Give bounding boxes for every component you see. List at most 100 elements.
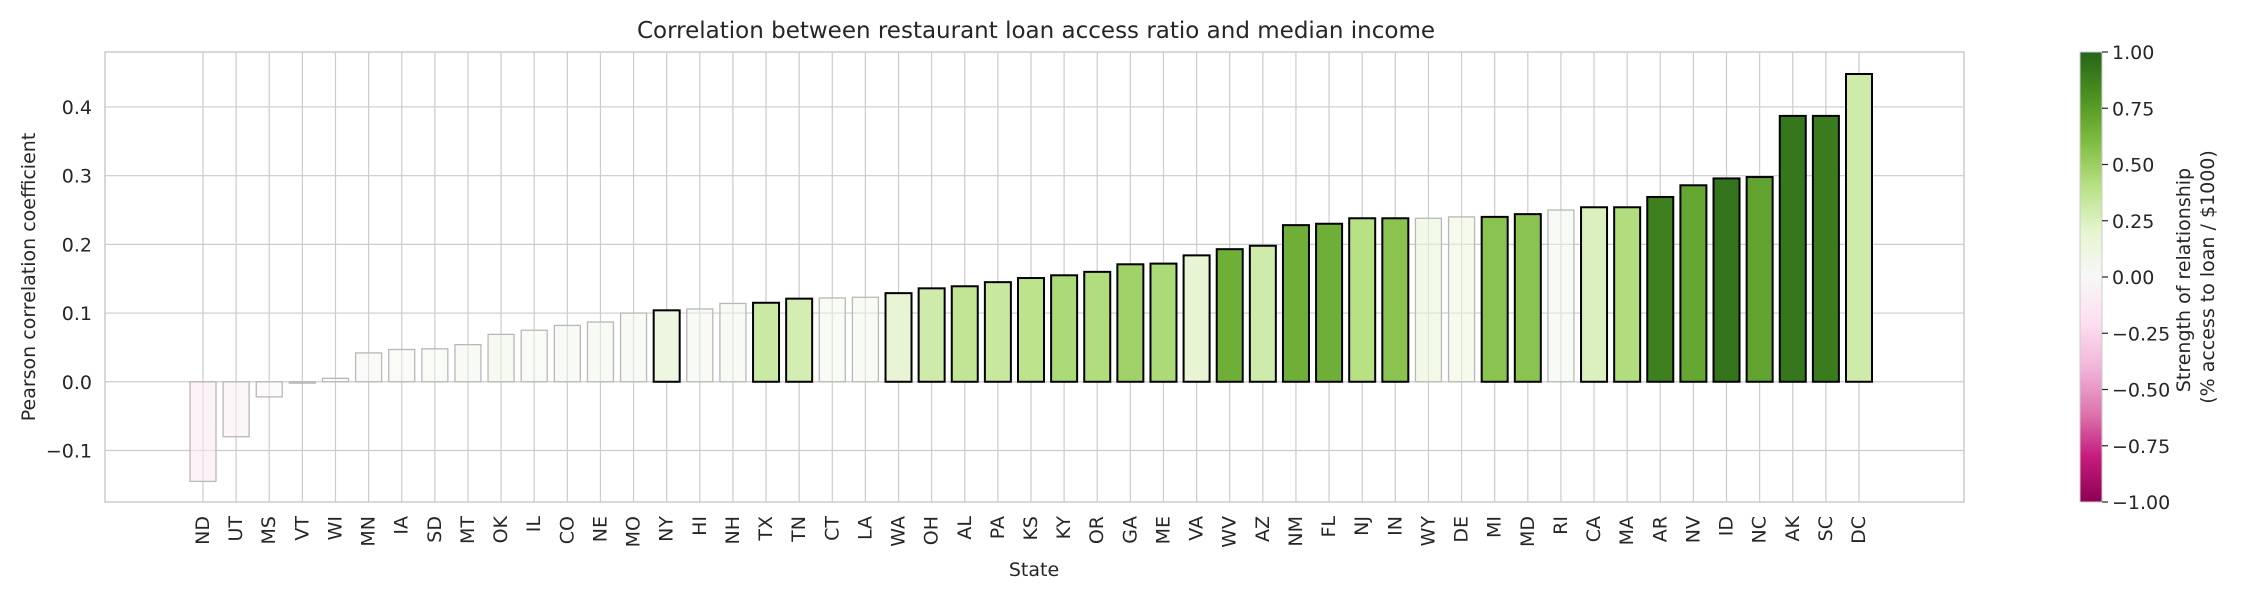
bar-nd [189,381,217,483]
bar-sd [421,348,449,383]
x-tick-label: NV [1682,516,1704,543]
x-tick-label: MD [1517,516,1539,547]
bar-ca [1580,206,1609,383]
bar-va [1182,254,1211,383]
x-tick-label: CT [821,516,843,541]
y-tick-label: −0.1 [46,440,92,462]
grid [105,52,1964,502]
colorbar-tick-label: 1.00 [2112,42,2154,64]
x-tick-label: OR [1086,516,1108,544]
bar-tn [785,297,814,383]
x-tick-label: WV [1219,516,1241,548]
bar-mt [454,344,482,383]
bar-me [1149,262,1178,383]
bar-ri [1547,209,1575,383]
bar-sc [1811,114,1840,383]
bar-nm [1281,224,1310,383]
x-tick-label: GA [1119,516,1141,544]
bar-ks [1017,277,1045,383]
x-tick-label: ME [1152,516,1174,544]
x-tick-label: AK [1782,515,1804,541]
bar-in [1381,217,1410,383]
x-tick-label: TX [755,516,777,542]
x-tick-label: AL [954,516,976,540]
bar-ct [818,297,846,383]
x-tick-label: OK [490,515,512,543]
x-tick-label: PA [987,516,1009,539]
x-tick-label: FL [1318,516,1340,538]
x-tick-label: OH [921,516,943,545]
bar-ok [487,333,515,383]
bar-nj [1348,217,1377,383]
bar-ms [255,381,283,398]
x-tick-label: CO [556,516,578,544]
x-tick-label: IA [391,516,413,535]
x-tick-label: SC [1815,516,1837,541]
bar-az [1248,244,1277,383]
bar-ga [1116,263,1145,383]
bar-tx [752,301,781,383]
x-tick-label: WA [888,516,910,547]
bar-or [1083,270,1112,383]
colorbar [2079,51,2103,503]
x-tick-label: NM [1285,516,1307,547]
y-tick-labels: −0.1 0.0 0.1 0.2 0.3 0.4 [46,97,92,463]
colorbar-tick-label: −0.50 [2112,380,2170,402]
x-tick-label: MN [358,516,380,547]
x-tick-label: LA [854,516,876,540]
bar-ak [1778,114,1807,383]
y-tick-label: 0.0 [62,372,92,394]
bar-al [950,285,979,383]
x-tick-label: MI [1484,516,1506,538]
y-tick-label: 0.2 [62,234,92,256]
bar-nh [719,302,747,383]
x-tick-label: WY [1417,516,1439,547]
colorbar-label-line-1: Strength of relationship [2173,168,2195,392]
bar-ia [388,348,416,383]
x-tick-label: NH [722,516,744,545]
x-tick-labels: ND UT MS VT WI MN IA SD MT OK IL CO NE MO NY HI NH TX TN CT… [192,515,1870,547]
colorbar-label-line-2: (% access to loan / $1000) [2197,150,2219,404]
bar-hi [686,308,714,383]
x-tick-label: UT [225,516,247,542]
bar-nc [1745,176,1774,383]
bar-ny [652,309,681,383]
colorbar-tick-label: 0.00 [2112,267,2154,289]
y-tick-label: 0.1 [62,303,92,325]
bar-wi [321,377,350,383]
x-tick-label: IL [523,516,545,533]
colorbar-ticks: 1.00 0.75 0.50 0.25 0.00 −0.25 −0.50 −0.75 −1.00 [2102,42,2170,514]
bar-il [520,329,548,383]
bar-la [851,296,880,383]
y-axis-label: Pearson correlation coefficient [18,133,40,422]
x-tick-label: NE [589,516,611,542]
bar-ma [1613,206,1642,383]
bar-ut [222,381,250,438]
x-tick-label: AZ [1252,516,1274,542]
x-tick-label: NJ [1351,516,1373,536]
x-tick-label: VA [1186,516,1208,541]
bar-nv [1679,184,1708,383]
x-tick-label: MS [258,516,280,544]
x-tick-label: KY [1053,516,1075,540]
x-tick-label: NC [1749,516,1771,543]
x-tick-label: NY [656,516,678,542]
x-tick-label: TN [788,516,810,543]
x-tick-label: MA [1616,516,1638,545]
bar-ky [1050,274,1079,383]
y-tick-label: 0.4 [62,97,92,119]
x-tick-label: MO [623,516,645,547]
x-tick-label: RI [1550,516,1572,535]
x-tick-label: AR [1649,516,1671,542]
colorbar-label: Strength of relationship (% access to lo… [2173,150,2219,404]
x-tick-label: SD [424,516,446,543]
bar-ar [1646,195,1675,383]
bar-co [553,324,581,383]
plot-frame [104,51,1965,503]
x-tick-label: DE [1451,516,1473,543]
bar-id [1712,177,1741,383]
bar-wa [884,292,913,383]
x-tick-label: KS [1020,516,1042,541]
colorbar-tick-label: −0.75 [2112,436,2170,458]
bar-mn [354,352,383,383]
